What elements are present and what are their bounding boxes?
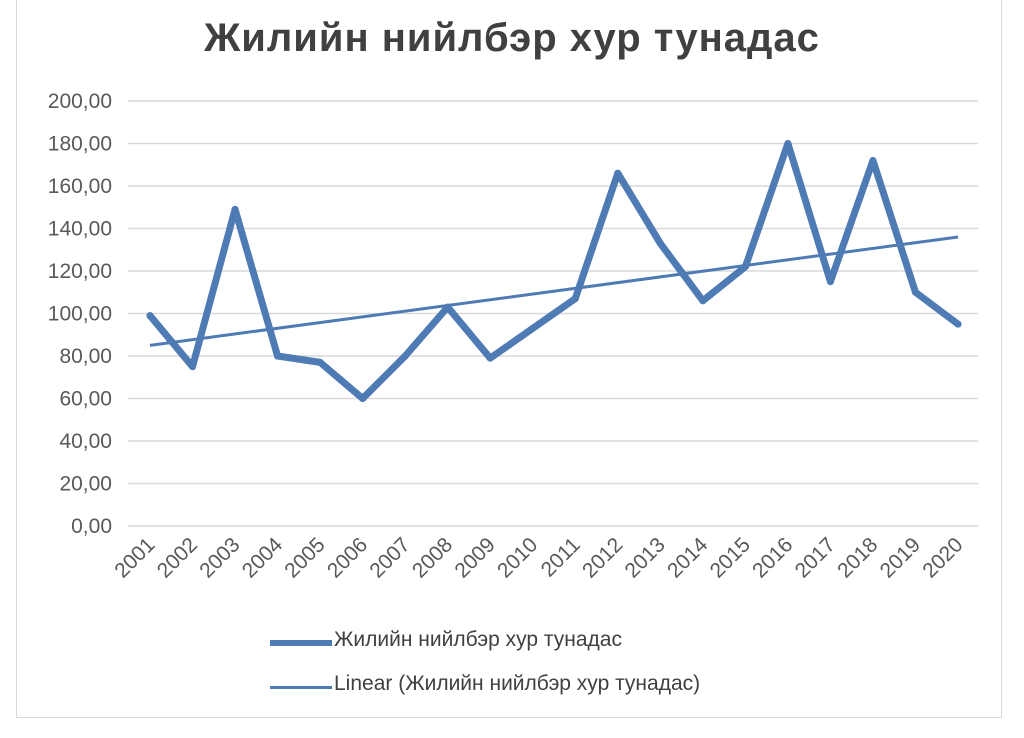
legend-item-trendline: Linear (Жилийн нийлбэр хур тунадас) [270,670,870,704]
data-point [359,395,367,402]
data-point [444,303,452,311]
y-tick-label: 20,00 [59,473,112,496]
legend-label-trendline: Linear (Жилийн нийлбэр хур тунадас) [334,672,701,695]
x-tick-label: 2008 [408,533,457,582]
legend-swatch-trendline [270,686,332,689]
y-tick-label: 40,00 [59,430,112,453]
y-tick-label: 0,00 [71,515,112,538]
x-tick-label: 2016 [748,533,797,582]
data-point [189,363,197,371]
x-tick-label: 2002 [153,533,202,582]
data-point [911,288,919,296]
x-tick-label: 2017 [791,533,840,582]
data-point [231,205,239,213]
data-point [826,278,834,286]
data-point [699,297,707,305]
data-point [316,358,324,366]
x-tick-label: 2004 [238,533,288,583]
y-tick-label: 140,00 [48,218,112,241]
data-point [571,295,579,303]
x-tick-label: 2003 [195,533,244,582]
data-point [784,140,792,147]
y-tick-label: 160,00 [48,175,112,198]
x-axis-ticks: 2001200220032004200520062007200820092010… [110,533,967,583]
y-tick-label: 180,00 [48,133,112,156]
x-tick-label: 2009 [450,533,499,582]
series-line [146,140,962,402]
data-point [869,157,877,164]
legend-label-series: Жилийн нийлбэр хур тунадас [334,628,622,651]
data-point [614,169,622,177]
x-tick-label: 2014 [663,533,713,583]
x-tick-label: 2012 [578,533,627,582]
x-tick-label: 2001 [110,533,159,582]
data-point [656,239,664,247]
x-tick-label: 2006 [323,533,372,582]
x-tick-label: 2005 [280,533,329,582]
x-tick-label: 2010 [493,533,542,582]
y-tick-label: 80,00 [59,345,112,368]
y-tick-label: 100,00 [48,303,112,326]
data-point [146,312,154,320]
x-tick-label: 2011 [537,533,585,581]
data-point [486,354,494,362]
chart-title: Жилийн нийлбэр хур тунадас [204,16,820,60]
y-axis-ticks: 0,00 20,00 40,00 60,00 80,00 100,00 120,00 140,… [48,90,112,538]
x-tick-label: 2013 [621,533,670,582]
data-point [401,352,409,360]
data-point [954,320,962,328]
data-point [529,324,537,332]
y-tick-label: 200,00 [48,90,112,113]
legend-swatch-series [270,640,332,646]
x-tick-label: 2015 [706,533,755,582]
x-tick-label: 2018 [833,533,882,582]
y-tick-label: 60,00 [59,388,112,411]
chart-frame [16,0,1002,718]
x-tick-label: 2020 [918,533,967,582]
data-point [274,352,282,360]
y-tick-label: 120,00 [48,260,112,283]
x-tick-label: 2019 [876,533,925,582]
legend-item-series: Жилийн нийлбэр хур тунадас [270,626,870,660]
data-point [741,263,749,271]
x-tick-label: 2007 [365,533,414,582]
